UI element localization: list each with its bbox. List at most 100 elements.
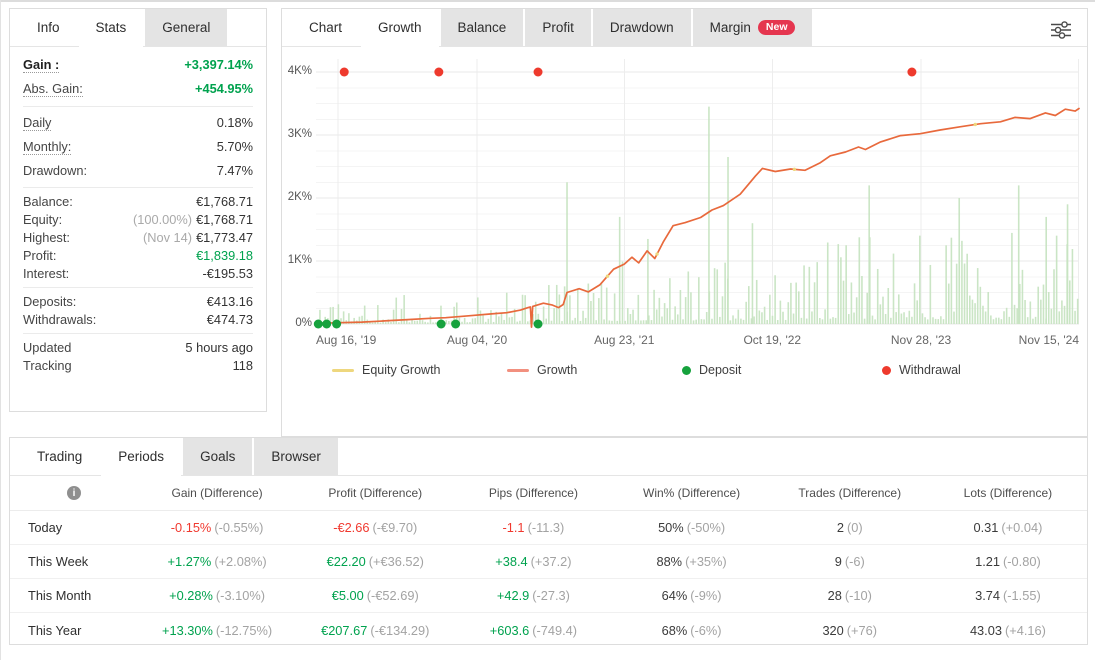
cell-value: 3.74 [975, 588, 1001, 603]
stat-value: 0.18% [216, 115, 253, 130]
x-axis-label: Nov 15, '24 [1018, 333, 1079, 347]
stat-value-note: (100.00%) [133, 211, 193, 227]
legend-label: Withdrawal [899, 363, 961, 377]
cell-value: 50% [658, 520, 684, 535]
stat-label: Interest: [23, 265, 70, 281]
deposit-marker[interactable] [533, 319, 543, 329]
cell-value: 2 [836, 520, 844, 535]
legend-growth[interactable]: Growth [491, 363, 666, 377]
cell-difference: (-€9.70) [372, 520, 418, 535]
y-axis-label: 1K% [287, 254, 312, 266]
stat-value: 5.70% [216, 139, 253, 154]
tab-growth[interactable]: Growth [361, 9, 439, 47]
table-cell: 3.74 (-1.55) [929, 588, 1087, 603]
info-icon[interactable]: i [67, 486, 81, 500]
deposit-marker[interactable] [451, 319, 461, 329]
stat-row: Updated 5 hours ago [23, 338, 253, 356]
withdrawal-marker[interactable] [907, 67, 917, 77]
legend-swatch [882, 365, 891, 375]
cell-value: 28 [827, 588, 842, 603]
table-cell: €5.00 (-€52.69) [296, 588, 454, 603]
cell-value: -1.1 [502, 520, 525, 535]
equity-growth-fleck [605, 274, 610, 278]
withdrawal-marker[interactable] [434, 67, 444, 77]
cell-value: +42.9 [496, 588, 530, 603]
tab-balance[interactable]: Balance [440, 9, 524, 46]
cell-difference: (-0.55%) [214, 520, 264, 535]
cell-value: +603.6 [489, 622, 530, 638]
stat-row: Tracking 118 [23, 356, 253, 374]
table-cell: -0.15% (-0.55%) [138, 520, 296, 535]
row-label: This Year [28, 622, 82, 638]
tab-drawdown[interactable]: Drawdown [592, 9, 691, 46]
stat-value: +454.95% [195, 81, 253, 96]
tab-stats[interactable]: Stats [78, 9, 144, 47]
tab-general[interactable]: General [145, 9, 228, 46]
tab-info[interactable]: Info [20, 9, 77, 46]
stat-row: Profit: €1,839.18 [23, 246, 253, 264]
cell-difference: (-749.4) [532, 622, 578, 638]
stat-value: 7.47% [216, 163, 253, 178]
cell-difference: (-0.80) [1003, 554, 1041, 569]
deposit-marker[interactable] [313, 319, 323, 329]
deposit-marker[interactable] [332, 319, 342, 329]
stats-tabbar: Info Stats General [10, 9, 266, 47]
tab-chart[interactable]: Chart [292, 9, 359, 46]
tab-label: Browser [271, 449, 321, 464]
y-axis-label: 4K% [287, 65, 312, 77]
table-cell: -€2.66 (-€9.70) [296, 520, 454, 535]
stats-list: Gain : +3,397.14% Abs. Gain: +454.95% Da… [10, 47, 266, 374]
tab-browser[interactable]: Browser [254, 438, 338, 475]
legend-deposit[interactable]: Deposit [666, 363, 866, 377]
deposit-marker[interactable] [322, 319, 332, 329]
stat-label: Profit: [23, 247, 57, 263]
cell-value: 43.03 [969, 622, 1002, 638]
stat-row: Highest: (Nov 14) €1,773.47 [23, 228, 253, 246]
y-axis-label: 0% [295, 317, 312, 329]
tab-label: Stats [95, 20, 127, 35]
equity-growth-fleck [973, 122, 977, 127]
chart-settings-icon[interactable] [1048, 19, 1074, 46]
table-cell: +13.30% (-12.75%) [138, 623, 296, 638]
stat-row: Gain : +3,397.14% [23, 53, 253, 77]
table-cell: 64% (-9%) [613, 588, 771, 603]
x-axis-label: Oct 19, '22 [743, 333, 802, 347]
cell-value: -0.15% [170, 520, 212, 535]
cell-value: +38.4 [495, 554, 528, 569]
table-row: This Month +0.28% (-3.10%) €5.00 (-€52.69)… [10, 579, 1087, 613]
legend-withdrawal[interactable]: Withdrawal [866, 363, 1045, 377]
legend-label: Growth [537, 363, 578, 377]
table-cell: 2 (0) [771, 520, 929, 535]
equity-growth-fleck [655, 252, 659, 256]
row-label: This Week [28, 554, 89, 569]
deposit-marker[interactable] [436, 319, 446, 329]
table-header: i Gain (Difference) Profit (Difference) … [10, 476, 1087, 511]
cell-difference: (0) [846, 520, 863, 535]
tab-margin[interactable]: Margin New [692, 9, 813, 46]
withdrawal-marker[interactable] [533, 67, 543, 77]
table-cell: +1.27% (+2.08%) [138, 554, 296, 569]
stat-label: Daily [23, 115, 52, 131]
tab-profit[interactable]: Profit [525, 9, 591, 46]
x-axis-label: Aug 23, '21 [594, 333, 655, 347]
stat-row: Balance: €1,768.71 [23, 192, 253, 210]
tab-trading[interactable]: Trading [20, 438, 99, 475]
withdrawal-marker[interactable] [339, 67, 349, 77]
stat-row: Monthly: 5.70% [23, 135, 253, 159]
table-cell: +38.4 (+37.2) [454, 554, 612, 569]
cell-value: 64% [661, 588, 688, 603]
cell-value: -€2.66 [333, 520, 370, 535]
tab-periods[interactable]: Periods [101, 438, 182, 476]
tab-goals[interactable]: Goals [183, 438, 253, 475]
table-row: This Year +13.30% (-12.75%) €207.67 (-€134… [10, 613, 1087, 647]
stat-label: Drawdown: [23, 163, 88, 178]
legend-equity-growth[interactable]: Equity Growth [316, 363, 491, 377]
cell-difference: (+37.2) [530, 554, 572, 569]
stat-row: Interest: -€195.53 [23, 264, 253, 282]
column-header: Profit (Difference) [328, 486, 423, 500]
cell-difference: (-1.55) [1003, 588, 1041, 603]
row-label: This Month [28, 588, 92, 603]
stat-row: Equity: (100.00%) €1,768.71 [23, 210, 253, 228]
stat-label: Highest: [23, 229, 70, 245]
stat-value: (Nov 14) €1,773.47 [142, 229, 253, 245]
